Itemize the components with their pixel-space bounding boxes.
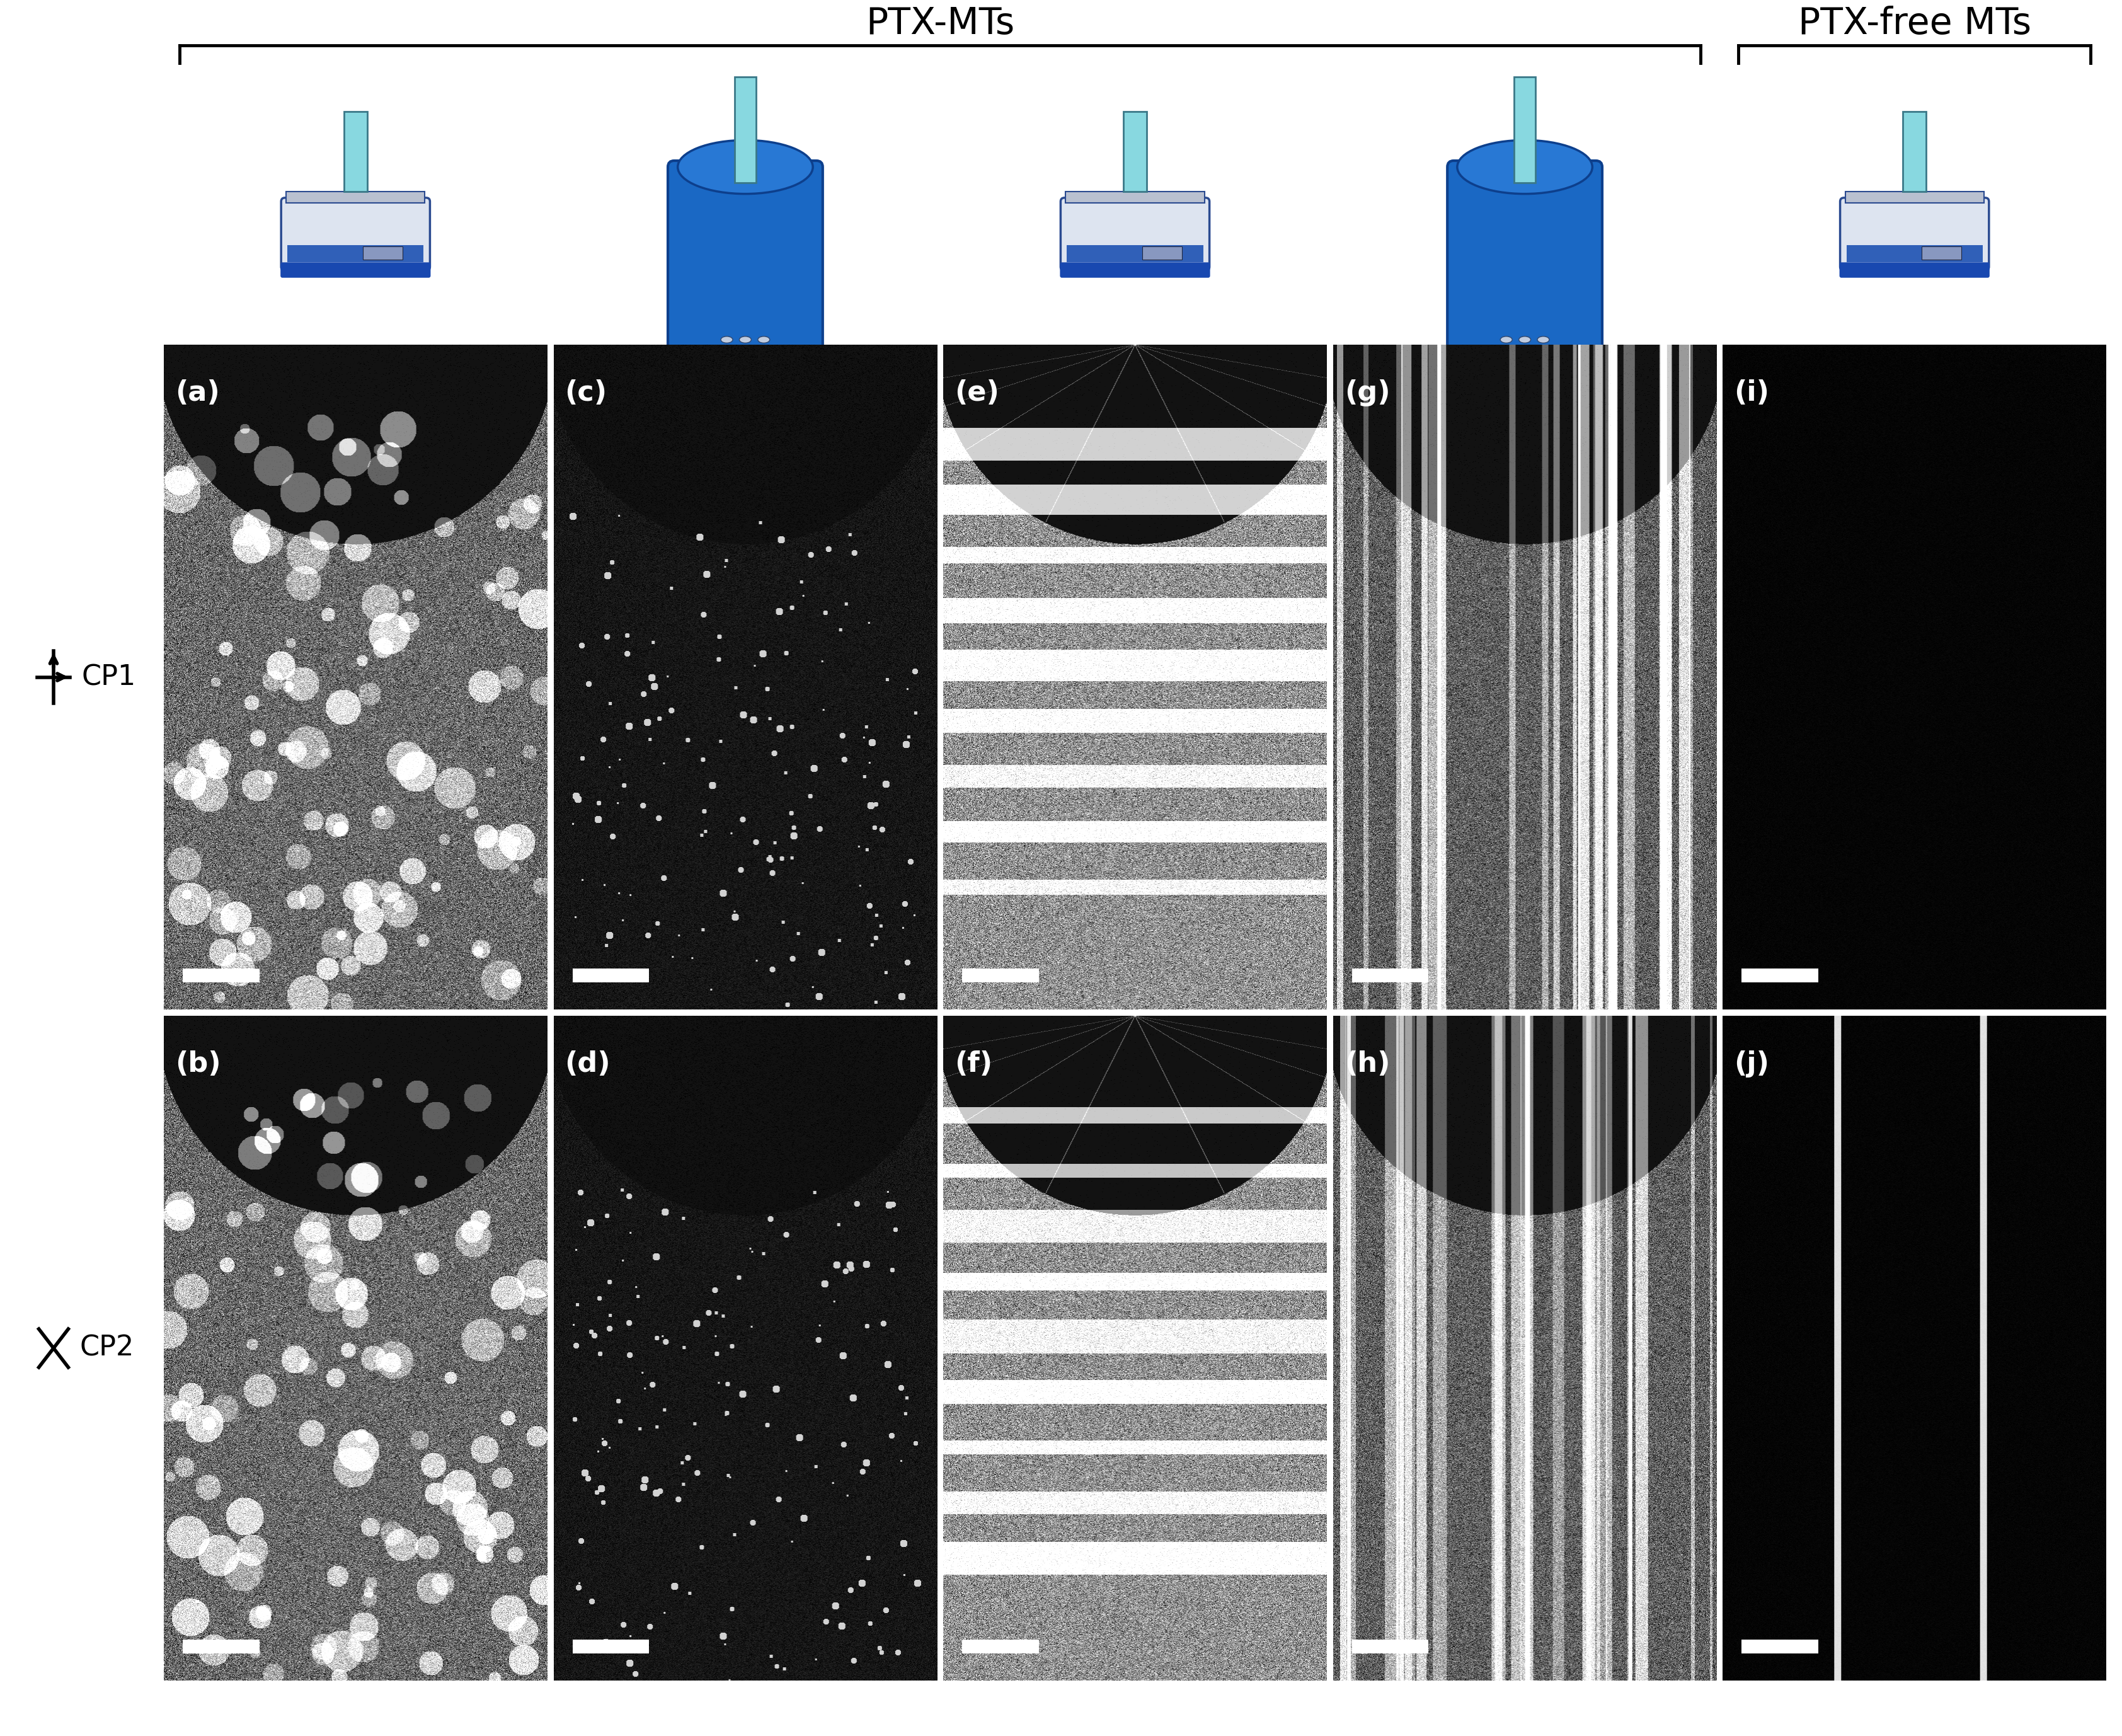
- Text: (i): (i): [1734, 380, 1770, 406]
- FancyBboxPatch shape: [280, 262, 431, 278]
- FancyBboxPatch shape: [286, 191, 424, 203]
- Text: (d): (d): [564, 1050, 611, 1078]
- Ellipse shape: [1458, 141, 1592, 194]
- Bar: [1742, 969, 1819, 983]
- Bar: [1352, 1639, 1428, 1653]
- Text: PTX-free MTs: PTX-free MTs: [1797, 5, 2031, 42]
- Bar: [182, 1639, 259, 1653]
- Text: (a): (a): [176, 380, 221, 406]
- FancyBboxPatch shape: [1123, 111, 1146, 191]
- FancyBboxPatch shape: [1515, 76, 1536, 182]
- Ellipse shape: [1536, 337, 1549, 344]
- Text: (b): (b): [176, 1050, 221, 1078]
- Text: CP1: CP1: [81, 663, 136, 691]
- FancyBboxPatch shape: [1846, 191, 1984, 203]
- Text: (g): (g): [1345, 380, 1390, 406]
- FancyBboxPatch shape: [1840, 262, 1990, 278]
- FancyBboxPatch shape: [1061, 198, 1210, 271]
- FancyBboxPatch shape: [344, 111, 367, 191]
- Bar: [1352, 969, 1428, 983]
- FancyBboxPatch shape: [280, 198, 431, 271]
- FancyBboxPatch shape: [1142, 247, 1182, 259]
- FancyBboxPatch shape: [1067, 245, 1203, 262]
- Text: (f): (f): [955, 1050, 993, 1078]
- Ellipse shape: [677, 141, 813, 194]
- FancyBboxPatch shape: [1447, 161, 1602, 365]
- FancyBboxPatch shape: [363, 247, 403, 259]
- Bar: [573, 969, 649, 983]
- FancyBboxPatch shape: [1846, 245, 1982, 262]
- FancyBboxPatch shape: [1923, 247, 1961, 259]
- Text: (h): (h): [1345, 1050, 1390, 1078]
- Text: (e): (e): [955, 380, 999, 406]
- FancyBboxPatch shape: [734, 76, 755, 182]
- Text: (c): (c): [564, 380, 607, 406]
- Bar: [573, 1639, 649, 1653]
- Bar: [961, 969, 1040, 983]
- Ellipse shape: [1500, 337, 1513, 344]
- Ellipse shape: [721, 337, 732, 344]
- Ellipse shape: [758, 337, 770, 344]
- Text: CP2: CP2: [81, 1335, 134, 1361]
- FancyBboxPatch shape: [1065, 191, 1205, 203]
- Text: (j): (j): [1734, 1050, 1770, 1078]
- FancyBboxPatch shape: [286, 245, 424, 262]
- Text: PTX-MTs: PTX-MTs: [866, 5, 1014, 42]
- Bar: [1742, 1639, 1819, 1653]
- FancyBboxPatch shape: [1840, 198, 1988, 271]
- Bar: [961, 1639, 1040, 1653]
- Bar: [182, 969, 259, 983]
- FancyBboxPatch shape: [668, 161, 823, 365]
- Ellipse shape: [738, 337, 751, 344]
- FancyBboxPatch shape: [1061, 262, 1210, 278]
- Ellipse shape: [1519, 337, 1530, 344]
- FancyBboxPatch shape: [1903, 111, 1927, 191]
